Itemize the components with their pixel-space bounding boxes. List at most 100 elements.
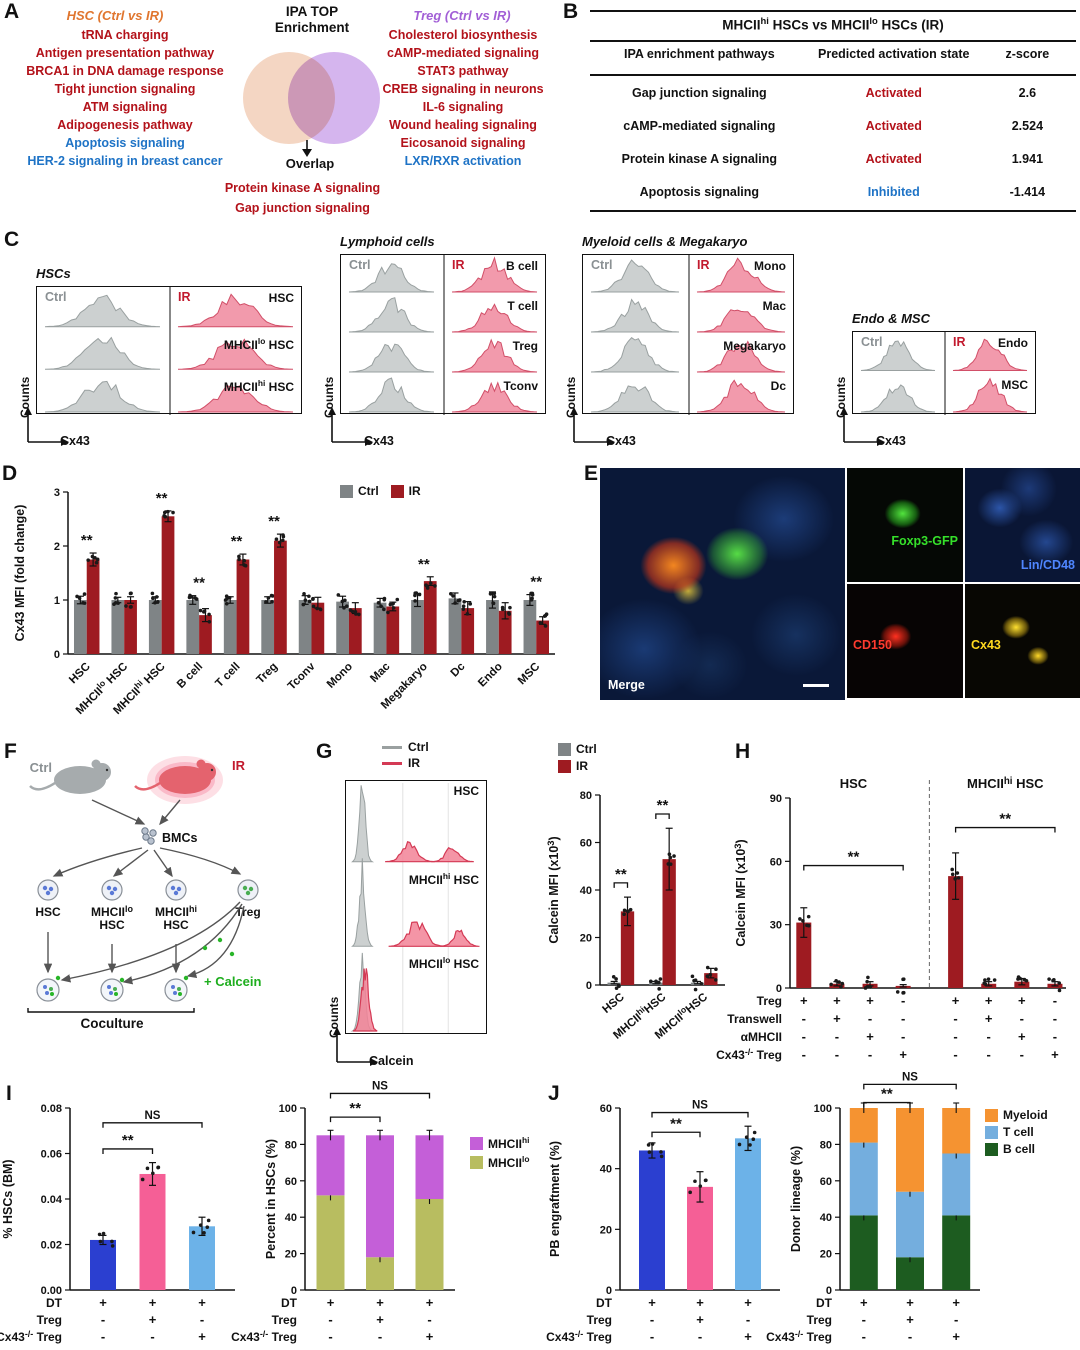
svg-text:-: - (650, 1312, 654, 1327)
bar (523, 600, 537, 654)
flow-group: HSCs HSC MHCIIlo HSC MHCIIhi HSC Ctrl IR Cx43 C… (14, 252, 310, 452)
svg-text:HSC: HSC (840, 776, 868, 791)
svg-text:+: + (800, 993, 808, 1008)
foxp3-gfp-label: Foxp3-GFP (891, 534, 958, 548)
svg-text:HSC: HSC (35, 905, 61, 919)
svg-text:Treg: Treg (37, 1313, 62, 1327)
overlap-label: Overlap (285, 156, 335, 171)
svg-text:+: + (952, 1329, 960, 1344)
svg-text:40: 40 (600, 1164, 612, 1176)
svg-text:+: + (1018, 1029, 1026, 1044)
svg-text:-: - (746, 1312, 750, 1327)
table-row: Protein kinase A signaling Activated 1.941 (590, 142, 1076, 175)
svg-text:+: + (198, 1329, 206, 1344)
svg-text:+ Calcein: + Calcein (204, 974, 262, 989)
table-rule (590, 40, 1076, 42)
svg-text:**: ** (156, 490, 168, 507)
svg-text:20: 20 (600, 1224, 612, 1236)
svg-text:+: + (952, 993, 960, 1008)
svg-text:30: 30 (770, 920, 782, 932)
svg-text:0: 0 (776, 983, 782, 995)
stack-segment (849, 1215, 878, 1290)
svg-text:+: + (198, 1295, 206, 1310)
svg-text:-: - (698, 1329, 702, 1344)
svg-text:-: - (328, 1312, 332, 1327)
panel-i-percent-chart: 0 20 40 60 80 100 Percent in HSCs (%) ** NS DT + + +… (231, 1080, 550, 1345)
pathway-cell: Apoptosis signaling (639, 184, 760, 199)
panel-i-label: I (6, 1082, 12, 1105)
svg-text:**: ** (848, 849, 860, 866)
svg-text:0.00: 0.00 (41, 1285, 62, 1297)
I_right-plot: 0 20 40 60 80 100 Percent in HSCs (%) ** NS DT + + +… (231, 1080, 455, 1344)
svg-text:+: + (899, 1047, 907, 1062)
panel-g-label: G (316, 740, 333, 763)
svg-text:BMCs: BMCs (162, 831, 197, 845)
legend-item: T cell (985, 1125, 1048, 1139)
bar (236, 559, 250, 654)
table-header-row: IPA enrichment pathways Predicted activat… (590, 47, 1076, 61)
svg-text:0: 0 (54, 649, 60, 661)
svg-text:B cell: B cell (175, 661, 205, 691)
svg-text:HSC: HSC (163, 918, 189, 932)
bar (311, 602, 325, 654)
svg-text:+: + (696, 1295, 704, 1310)
svg-text:MHCIIhi​: MHCIIhi​ (155, 904, 197, 919)
svg-text:-: - (868, 1011, 872, 1026)
legend-item: Myeloid (985, 1108, 1048, 1122)
svg-text:**: ** (268, 513, 280, 530)
cx43-label: Cx43 (971, 638, 1001, 652)
g-hist-box: HSC MHCIIhi HSC MHCIIlo HSC (345, 780, 487, 1034)
svg-text:-: - (802, 1047, 806, 1062)
table-header-cell: z-score (1005, 47, 1050, 61)
svg-text:-: - (953, 1029, 957, 1044)
panel-f-schematic: CtrlIRBMCsHSCMHCIIlo​HSCMHCIIhi​HSCTreg+… (0, 740, 315, 1080)
svg-text:60: 60 (770, 856, 782, 868)
lin-cd48-image: Lin/CD48 (965, 468, 1080, 582)
zscore-cell: 1.941 (1011, 151, 1044, 166)
svg-text:0.02: 0.02 (41, 1240, 62, 1252)
ipa-title-line1: IPA TOP (285, 4, 339, 19)
ir-label: IR (697, 258, 710, 272)
bar (796, 922, 812, 988)
svg-text:Cx43-/-​ Treg: Cx43-/-​ Treg (0, 1329, 62, 1344)
svg-text:T cell: T cell (213, 661, 242, 690)
axis-arrows-icon (840, 407, 885, 446)
ctrl-label: Ctrl (45, 290, 67, 304)
svg-text:DT: DT (816, 1296, 833, 1310)
legend-item: Ctrl (340, 484, 379, 498)
bar (423, 581, 437, 654)
legend-item: IR (558, 759, 597, 773)
svg-text:**: ** (615, 866, 627, 883)
svg-text:**: ** (657, 797, 669, 814)
panel-j-lineage-chart: 0 20 40 60 80 100 Donor lineage (%) ** NS DT + + + Tr… (766, 1071, 1080, 1345)
svg-text:Transwell: Transwell (727, 1012, 782, 1026)
table-title: MHCIIhi HSCs vs MHCIIlo HSCs (IR) (722, 16, 944, 33)
pathway-item: HER-2 signaling in breast cancer (27, 154, 223, 168)
bar (148, 600, 162, 654)
svg-text:2: 2 (54, 541, 60, 553)
pathway-item: BRCA1 in DNA damage response (26, 64, 224, 78)
pathway-item: LXR/RXR activation (404, 154, 522, 168)
svg-text:60: 60 (600, 1103, 612, 1115)
legend-swatch (470, 1155, 483, 1169)
stack-segment (366, 1135, 394, 1258)
cd150-image: CD150 (847, 584, 963, 698)
treg-pathway-list: Cholesterol biosynthesis cAMP-mediated si… (368, 26, 558, 170)
bar (536, 620, 550, 654)
legend-line-swatch (382, 745, 402, 749)
panel-h-bar-chart: 0 30 60 90 Calcein MFI (x103​) HSC MHCIIhi​ HS… (716, 740, 1080, 1080)
bar (111, 600, 125, 654)
svg-text:-: - (427, 1312, 431, 1327)
ctrl-label: Ctrl (861, 335, 883, 349)
svg-text:+: + (149, 1312, 157, 1327)
pathway-item: CREB signaling in neurons (382, 82, 544, 96)
table-rule (590, 74, 1076, 76)
y-axis-label: Counts (834, 376, 848, 418)
bar (411, 600, 424, 654)
flow-group: Lymphoid cells B cell T cell Treg Tconv Ctrl I… (318, 228, 552, 452)
bar (348, 608, 362, 654)
legend-swatch (558, 759, 571, 773)
svg-text:60: 60 (285, 1176, 297, 1188)
legend-label: IR (408, 756, 420, 770)
table-top-rule (590, 10, 1076, 12)
